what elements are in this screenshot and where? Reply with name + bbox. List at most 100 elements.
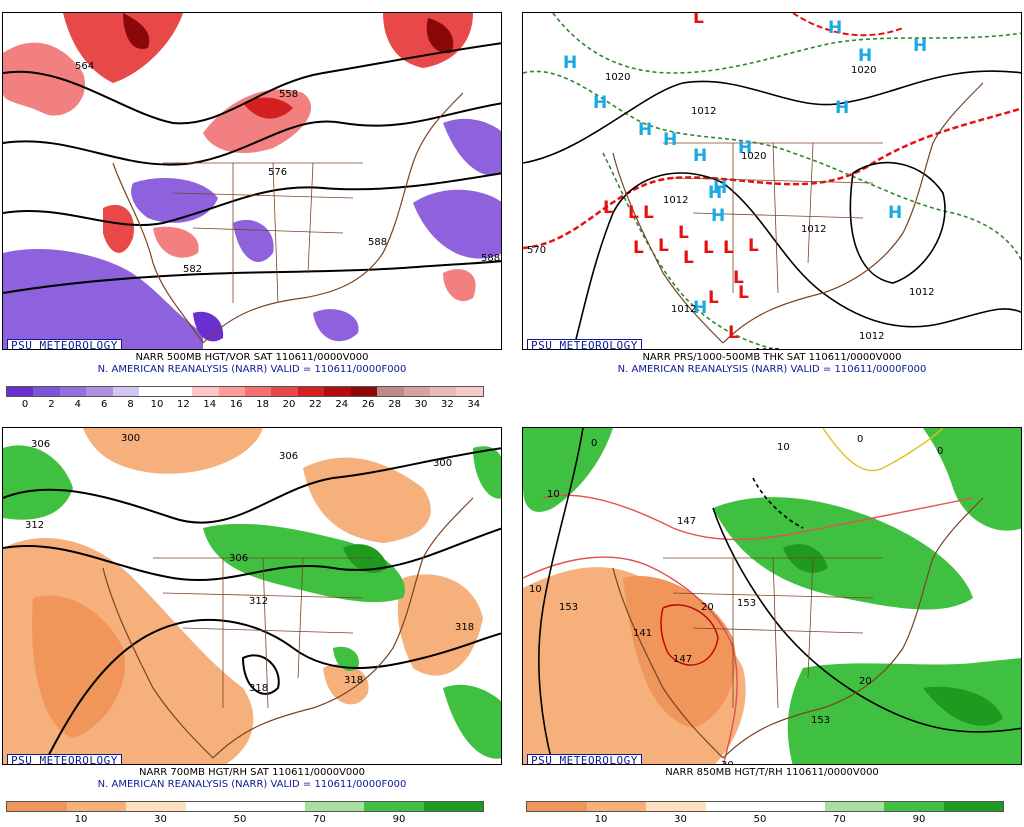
colorbar-tick-label: 50 [753, 814, 767, 825]
vorticity-colorbar-ticks: 0 2 4 6 8 10 12 14 16 18 20 22 24 26 28 30 32 34 [2, 399, 502, 411]
contour-label: 582 [183, 264, 202, 275]
coastline [612, 82, 984, 344]
isobar-label: 1012 [691, 106, 716, 117]
contour-label: 588 [368, 237, 387, 248]
colorbar-segment [192, 387, 219, 396]
rh-colorbar [6, 801, 484, 812]
isobar [849, 161, 946, 284]
state-borders [663, 142, 883, 294]
colorbar-segment [244, 387, 272, 396]
contour-label: 0 [591, 438, 597, 449]
colorbar-segment [218, 387, 245, 396]
height-contour [3, 527, 501, 582]
height-contour [538, 428, 584, 764]
moist-area [923, 686, 1003, 726]
contour-label: 147 [677, 516, 696, 527]
low-pressure-marker: L [703, 238, 714, 258]
low-pressure-marker: L [728, 323, 739, 343]
map-500mb-svg: 564 558 576 582 588 588 [3, 13, 501, 349]
height-contour [3, 102, 501, 166]
moist-area [473, 446, 501, 499]
caption-line-1: NARR PRS/1000-500MB THK SAT 110611/0000V… [642, 352, 902, 363]
dry-area [32, 595, 125, 738]
psu-meteorology-badge: PSU METEOROLOGY [7, 339, 122, 349]
vorticity-area [243, 97, 293, 119]
contour-label: 564 [75, 61, 94, 72]
high-pressure-marker: H [663, 130, 677, 150]
colorbar-tick-label: 30 [414, 399, 428, 410]
colorbar-tick-label: 2 [48, 399, 55, 410]
coastline [112, 92, 464, 344]
colorbar-segment [403, 387, 430, 396]
low-pressure-marker: L [683, 248, 694, 268]
colorbar-segment [7, 802, 67, 811]
colorbar-tick-label: 30 [674, 814, 687, 825]
negative-vorticity-area [193, 311, 224, 342]
colorbar-segment [364, 802, 424, 811]
panel-700mb-rh: 306 300 306 312 306 312 318 318 318 300 … [2, 427, 502, 827]
rh-colorbar-ticks: 10 30 50 70 90 [522, 814, 1022, 826]
contour-label: 306 [279, 451, 298, 462]
isobar-label: 1012 [859, 331, 884, 342]
low-pressure-marker: L [693, 13, 704, 28]
isobar-label: 1012 [663, 195, 688, 206]
high-pressure-marker: H [888, 203, 902, 223]
colorbar-tick-label: 28 [388, 399, 401, 410]
isobar-label: 1020 [741, 151, 766, 162]
high-pressure-marker: H [708, 183, 722, 203]
negative-vorticity-area [313, 309, 359, 342]
contour-label: 312 [249, 596, 268, 607]
height-contour [241, 654, 280, 695]
colorbar-tick-label: 22 [309, 399, 322, 410]
colorbar-tick-label: 4 [74, 399, 81, 410]
moist-area [923, 428, 1021, 531]
colorbar-tick-label: 0 [21, 399, 29, 410]
colorbar-tick-label: 50 [233, 814, 247, 825]
contour-label: 0 [937, 446, 943, 457]
vorticity-area [426, 18, 454, 54]
colorbar-segment [586, 802, 646, 811]
height-contour [3, 172, 501, 227]
moist-area [3, 445, 73, 520]
caption-line-2: N. AMERICAN REANALYSIS (NARR) VALID = 11… [617, 364, 927, 375]
colorbar-segment [646, 802, 706, 811]
moist-area [713, 497, 973, 610]
moist-area [343, 544, 388, 573]
thickness-contour [552, 13, 1021, 74]
contour-label: 153 [737, 598, 756, 609]
height-contour [752, 477, 804, 529]
temperature-contour [822, 428, 944, 472]
colorbar-segment [705, 802, 765, 811]
low-pressure-marker: L [633, 238, 644, 258]
colorbar-segment [33, 387, 60, 396]
negative-vorticity-area [413, 189, 501, 259]
vorticity-area [443, 269, 476, 302]
colorbar-segment [59, 387, 87, 396]
contour-label: 153 [559, 602, 578, 613]
contour-label: 0 [857, 434, 863, 445]
psu-meteorology-badge: PSU METEOROLOGY [527, 339, 642, 349]
colorbar-tick-label: 12 [177, 399, 190, 410]
negative-vorticity-area [233, 219, 274, 262]
isobar [572, 172, 1021, 349]
isobar-label: 1020 [851, 65, 876, 76]
colorbar-segment [297, 387, 325, 396]
high-pressure-marker: H [638, 120, 652, 140]
vorticity-colorbar [6, 386, 484, 397]
colorbar-segment [66, 802, 126, 811]
low-pressure-marker: L [603, 198, 614, 218]
colorbar-tick-label: 34 [467, 399, 481, 410]
contour-label: 20 [701, 602, 714, 613]
colorbar-tick-label: 90 [392, 814, 406, 825]
rh-colorbar-ticks: 10 30 50 70 90 [2, 814, 502, 826]
caption-line-2: N. AMERICAN REANALYSIS (NARR) VALID = 11… [97, 779, 407, 790]
high-pressure-marker: H [711, 206, 725, 226]
contour-label: 20 [859, 676, 872, 687]
map-850mb: 147 153 153 141 147 153 10 20 30 20 10 0… [522, 427, 1022, 765]
colorbar-tick-label: 10 [150, 399, 164, 410]
low-pressure-marker: L [723, 238, 734, 258]
dry-area [303, 457, 431, 543]
colorbar-segment [245, 802, 305, 811]
